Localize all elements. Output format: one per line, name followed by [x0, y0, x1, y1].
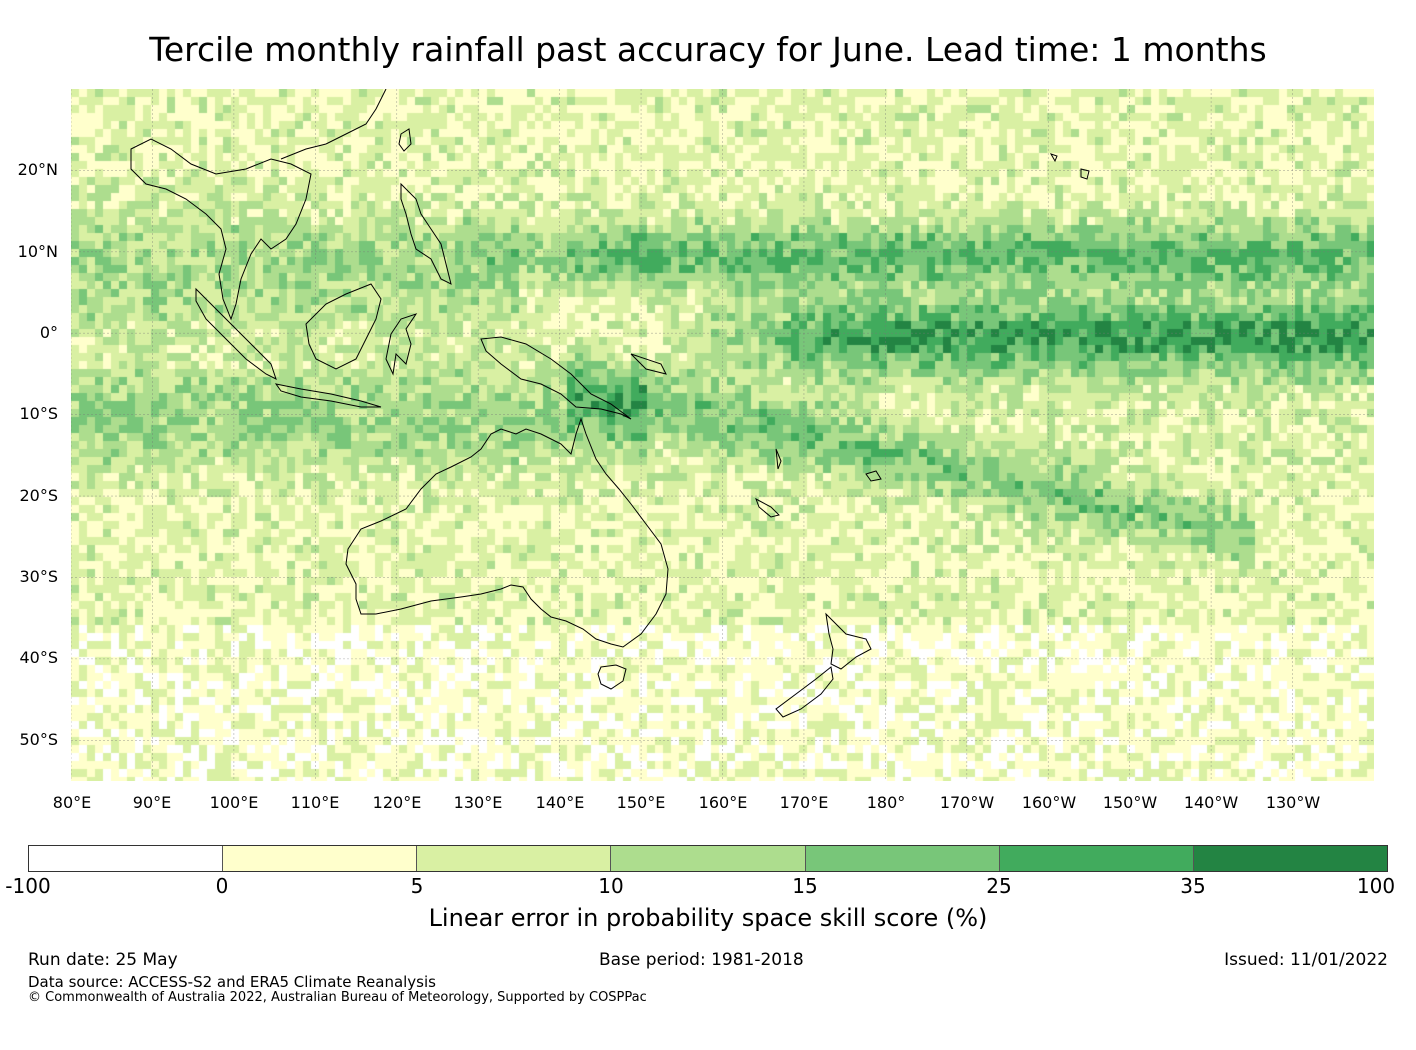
lat-label: 10°S [19, 404, 58, 423]
vanuatu-coastline [775, 448, 782, 470]
colorbar-segment [805, 846, 1000, 871]
lat-label: 10°N [17, 242, 58, 261]
map-title: Tercile monthly rainfall past accuracy f… [149, 30, 1267, 69]
issued-date: Issued: 11/01/2022 [1224, 950, 1388, 970]
australia-coastline [345, 417, 669, 648]
lon-label: 90°E [132, 793, 172, 812]
lat-label: 50°S [19, 730, 58, 749]
lon-label: 150°W [1102, 793, 1158, 812]
lat-label: 20°N [17, 160, 58, 179]
lat-label: 0° [39, 323, 58, 342]
nz-south-coastline [775, 666, 834, 718]
lon-label: 160°E [698, 793, 748, 812]
lon-label: 120°E [372, 793, 422, 812]
solomon-coastline [630, 353, 667, 375]
lat-label: 30°S [19, 567, 58, 586]
base-period: Base period: 1981-2018 [599, 950, 804, 970]
colorbar-tick: 100 [1356, 874, 1396, 898]
lon-label: 110°E [290, 793, 340, 812]
run-date: Run date: 25 May [28, 950, 178, 970]
colorbar-tick: 10 [598, 874, 624, 898]
lat-label: 20°S [19, 486, 58, 505]
nz-north-coastline [825, 612, 872, 670]
colorbar-segment [223, 846, 418, 871]
new-guinea-coastline [480, 336, 632, 420]
lon-label: 180° [866, 793, 906, 812]
tasmania-coastline [597, 664, 627, 690]
sulawesi-coastline [385, 313, 418, 376]
indochina-coastline [130, 138, 312, 321]
new-caledonia-coastline [755, 497, 780, 518]
lon-label: 80°E [52, 793, 92, 812]
colorbar-tick: 35 [1180, 874, 1206, 898]
colorbar-tick: 15 [792, 874, 818, 898]
colorbar-segment [417, 846, 612, 871]
lon-label: 160°W [1021, 793, 1077, 812]
colorbar-segment [1193, 846, 1387, 871]
lon-label: 130°E [453, 793, 503, 812]
sumatra-coastline [195, 287, 277, 380]
lon-label: 170°E [779, 793, 829, 812]
skill-score-map [71, 89, 1374, 781]
map-overlay [71, 89, 1374, 781]
borneo-coastline [305, 283, 382, 370]
fiji-coastline [865, 470, 882, 482]
lon-label: 140°E [535, 793, 585, 812]
lon-label: 170°W [939, 793, 995, 812]
colorbar-tick: 0 [215, 874, 229, 898]
colorbar-tick: -100 [5, 874, 51, 898]
colorbar-segment [611, 846, 806, 871]
philippines-coastline [400, 182, 452, 285]
colorbar-segment [999, 846, 1194, 871]
colorbar-segment [29, 846, 224, 871]
data-source: Data source: ACCESS-S2 and ERA5 Climate … [28, 973, 436, 991]
lon-label: 150°E [616, 793, 666, 812]
colorbar-label: Linear error in probability space skill … [428, 904, 988, 932]
colorbar-tick: 25 [986, 874, 1012, 898]
copyright: © Commonwealth of Australia 2022, Austra… [28, 990, 647, 1005]
map-gridlines [71, 89, 1374, 781]
coastlines [130, 89, 1090, 718]
china-coastline [280, 89, 387, 160]
taiwan-coastline [398, 128, 412, 152]
colorbar-tick: 5 [410, 874, 424, 898]
lon-label: 140°W [1183, 793, 1239, 812]
lat-label: 40°S [19, 648, 58, 667]
lon-label: 100°E [209, 793, 259, 812]
hawaii-coastline [1049, 153, 1090, 180]
colorbar [28, 845, 1388, 872]
lon-label: 130°W [1265, 793, 1321, 812]
java-coastline [274, 383, 382, 408]
